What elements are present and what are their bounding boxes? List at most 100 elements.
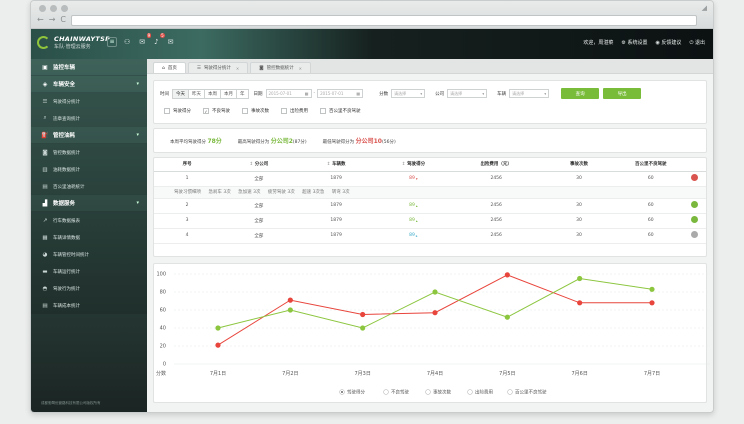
time-option-today[interactable]: 今天 <box>173 89 189 98</box>
table-row[interactable]: 3 全部 1879 89 ▴ 2456 30 60 <box>154 213 706 229</box>
data-point[interactable] <box>504 272 510 278</box>
check-per100[interactable]: 百公里不良驾驶 <box>320 108 361 114</box>
users-icon[interactable]: ⚇ <box>124 38 131 46</box>
export-button[interactable]: 导出 <box>603 88 642 99</box>
sidebar-item-violation[interactable]: ⌕ 违章查询统计 <box>31 110 147 127</box>
data-point[interactable] <box>215 325 221 331</box>
sidebar-item-behavior[interactable]: ◓ 驾驶行为统计 <box>31 280 147 297</box>
sidebar-item-fuel-100[interactable]: ▤ 百公里油耗统计 <box>31 178 147 195</box>
back-icon[interactable]: ← <box>37 15 44 24</box>
time-option-month[interactable]: 本月 <box>221 89 237 98</box>
sidebar-group-data[interactable]: ▟ 数据服务 ▾ <box>31 195 147 212</box>
col-header-no[interactable]: 序号 <box>154 158 221 172</box>
address-bar[interactable] <box>71 15 697 26</box>
check-score[interactable]: 驾驶得分 <box>164 108 191 114</box>
data-point[interactable] <box>577 275 583 282</box>
query-button[interactable]: 查询 <box>561 88 600 99</box>
feedback-link[interactable]: ◉ 反馈建议 <box>655 40 682 46</box>
user-menu[interactable]: 欢迎，周湛菜 <box>583 40 614 46</box>
sidebar-group-fuel[interactable]: ⛽ 管控油耗 ▾ <box>31 127 147 144</box>
close-icon[interactable]: ✕ <box>235 65 240 71</box>
checkbox[interactable] <box>281 108 287 114</box>
data-point[interactable] <box>360 325 366 331</box>
col-header-per100[interactable]: 百公里不良驾驶 <box>617 158 684 172</box>
bell-icon[interactable]: ♪ 5 <box>154 33 165 46</box>
sidebar-item-control[interactable]: ◙ 管控数据统计 <box>31 144 147 161</box>
logout-link[interactable]: ⏻ 退出 <box>689 40 705 46</box>
legend-radio[interactable] <box>467 389 473 395</box>
cell-flag[interactable] <box>683 198 706 214</box>
checkbox[interactable] <box>320 108 326 114</box>
col-header-accidents[interactable]: 事故次数 <box>540 158 618 172</box>
table-row[interactable]: 4 全部 1879 89 ▸ 2456 30 60 <box>154 228 706 244</box>
legend-radio[interactable] <box>507 389 513 395</box>
data-point[interactable] <box>287 307 293 313</box>
sidebar-item-cost[interactable]: ▤ 车辆成本统计 <box>31 297 147 314</box>
legend-radio[interactable] <box>383 389 389 395</box>
checkbox-checked[interactable]: ✓ <box>203 108 209 114</box>
table-row[interactable]: 1 全部 1879 89 ▾ 2456 30 60 <box>154 171 706 187</box>
vehicle-select[interactable]: 请选择 ▾ <box>509 89 550 98</box>
cell-flag[interactable] <box>683 171 706 187</box>
time-option-week[interactable]: 本周 <box>205 89 221 98</box>
settings-link[interactable]: ⚙ 系统设置 <box>621 40 648 46</box>
check-bad-driving[interactable]: ✓ 不良驾驶 <box>203 108 230 114</box>
check-accidents[interactable]: 事故次数 <box>242 108 269 114</box>
check-cost[interactable]: 出险费用 <box>281 108 308 114</box>
data-point[interactable] <box>360 311 366 318</box>
date-start-input[interactable]: 2015-07-01 ▦ <box>265 89 312 98</box>
minimize-dot[interactable] <box>50 5 57 12</box>
expand-icon[interactable] <box>691 216 699 223</box>
sidebar-item-time[interactable]: ◕ 车辆管控时间统计 <box>31 246 147 263</box>
window-menu-icon[interactable]: ◢ <box>701 4 707 12</box>
forward-icon[interactable]: → <box>48 15 56 24</box>
date-end-input[interactable]: 2015-07-01 ▦ <box>317 89 364 98</box>
message-icon[interactable]: ✉ 9 <box>139 33 152 46</box>
col-header-count[interactable]: ↕ 车辆数 <box>297 158 375 172</box>
col-header-cost[interactable]: 出险费用（元） <box>452 158 541 172</box>
maximize-dot[interactable] <box>61 5 68 12</box>
sidebar-group-safety[interactable]: ◈ 车辆安全 ▾ <box>31 76 147 93</box>
data-point[interactable] <box>649 300 655 306</box>
data-point[interactable] <box>432 289 438 295</box>
sidebar-item-report[interactable]: ↗ 行车数据报表 <box>31 212 147 229</box>
x-tick-label: 7月3日 <box>354 371 370 377</box>
data-point[interactable] <box>432 310 438 316</box>
tab-control[interactable]: ◙ 管控数据统计 ✕ <box>250 62 311 73</box>
sidebar-group-monitor[interactable]: ▣ 监控车辆 <box>31 59 147 76</box>
cell-flag[interactable] <box>683 213 706 229</box>
data-point[interactable] <box>649 286 655 292</box>
close-icon[interactable]: ✕ <box>298 65 302 71</box>
sidebar-item-details[interactable]: ▦ 车辆详情数据 <box>31 229 147 246</box>
col-header-company[interactable]: ↕ 分公司 <box>220 158 298 172</box>
sidebar-item-score[interactable]: ☰ 驾驶得分统计 <box>31 93 147 110</box>
menu-toggle-button[interactable]: ≡ <box>107 37 117 47</box>
x-tick-label: 7月4日 <box>427 371 443 377</box>
sidebar-item-run[interactable]: ▬ 车辆运行统计 <box>31 263 147 280</box>
company-select[interactable]: 请选择 ▾ <box>447 89 488 98</box>
tab-score[interactable]: ☰ 驾驶得分统计 ✕ <box>187 62 249 73</box>
checkbox[interactable] <box>164 108 170 114</box>
reload-icon[interactable]: C <box>60 15 66 24</box>
time-option-year[interactable]: 年 <box>240 91 245 97</box>
close-dot[interactable] <box>39 5 46 12</box>
expand-icon[interactable] <box>691 174 699 181</box>
expand-icon[interactable] <box>691 231 699 238</box>
table-row[interactable]: 2 全部 1879 89 ▴ 2456 30 60 <box>154 198 706 214</box>
time-range-toggle[interactable]: 今天 昨天 本周 本月 年 <box>172 88 249 99</box>
checkbox[interactable] <box>242 108 248 114</box>
mail-icon[interactable]: ✉ <box>167 38 174 46</box>
legend-radio[interactable] <box>425 389 431 395</box>
expand-icon[interactable] <box>691 201 699 208</box>
data-point[interactable] <box>577 300 583 306</box>
data-point[interactable] <box>215 342 221 348</box>
col-header-score[interactable]: ↕ 驾驶得分 <box>374 158 453 172</box>
cell-flag[interactable] <box>683 228 706 244</box>
data-point[interactable] <box>287 297 293 303</box>
score-select[interactable]: 请选择 ▾ <box>391 89 426 98</box>
time-option-yesterday[interactable]: 昨天 <box>189 89 205 98</box>
window-controls[interactable] <box>39 5 68 12</box>
tab-home[interactable]: ⌂ 首页 <box>153 62 186 73</box>
sidebar-item-fuel-data[interactable]: ▥ 油耗数据统计 <box>31 161 147 178</box>
data-point[interactable] <box>504 314 510 320</box>
